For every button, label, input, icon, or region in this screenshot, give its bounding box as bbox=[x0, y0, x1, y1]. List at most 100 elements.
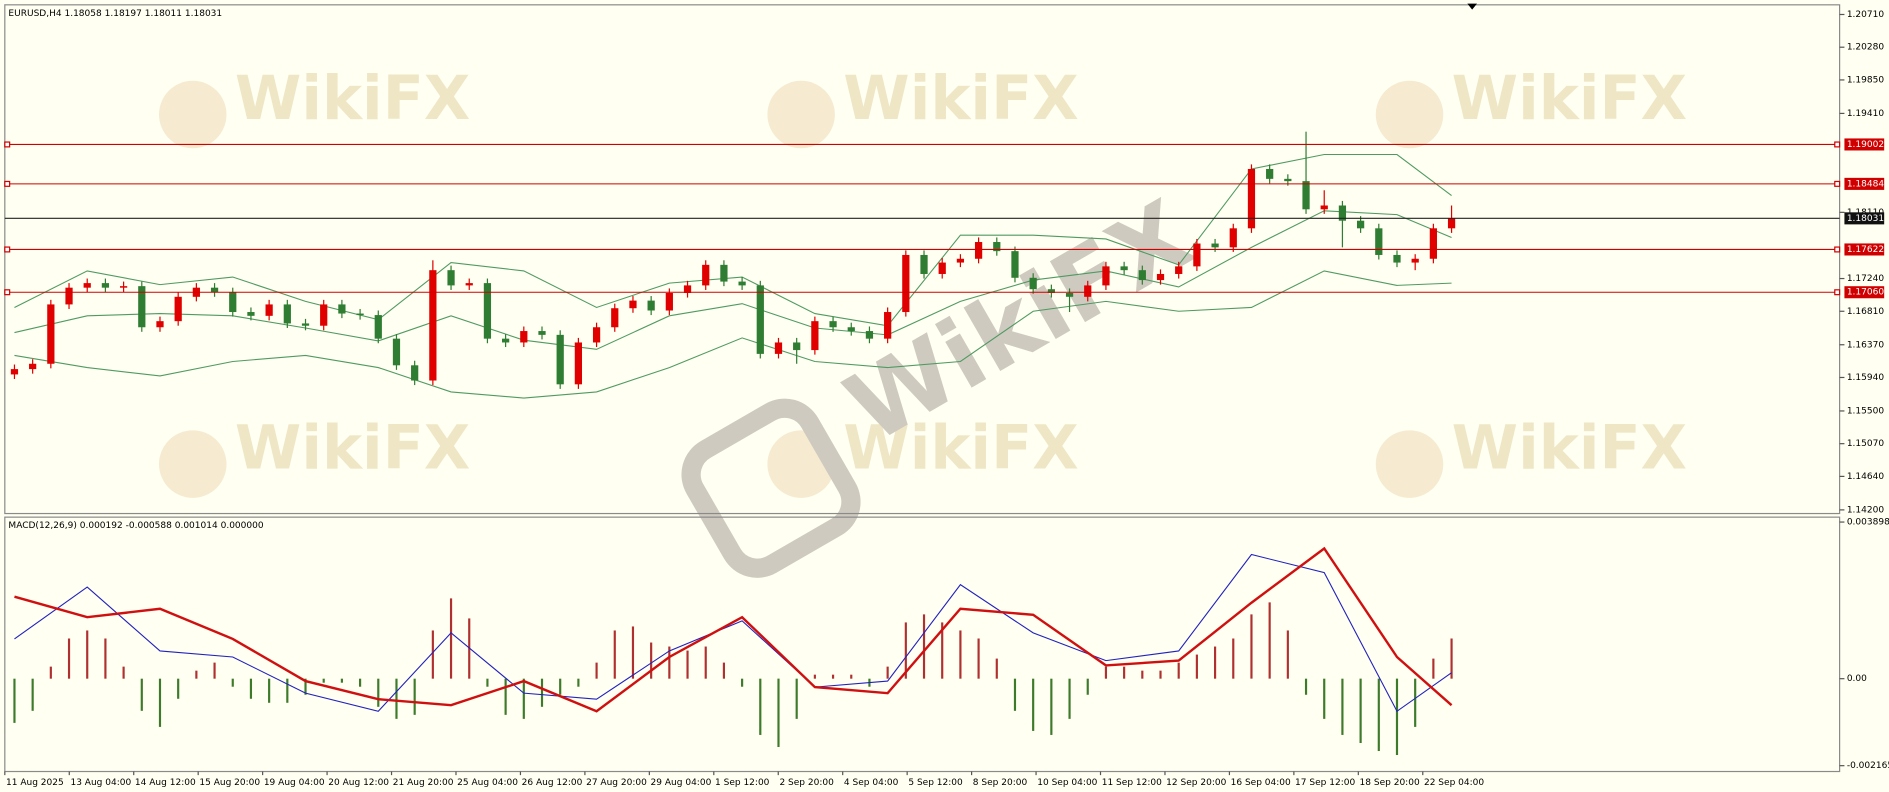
candle-body bbox=[829, 321, 837, 328]
x-tick-label: 11 Aug 2025 bbox=[6, 778, 64, 788]
candle-body bbox=[1247, 168, 1256, 229]
candle-body bbox=[465, 283, 473, 286]
x-tick-label: 19 Aug 04:00 bbox=[264, 778, 325, 788]
x-tick-label: 8 Sep 20:00 bbox=[973, 778, 1028, 788]
candle-body bbox=[1120, 266, 1128, 271]
candle-body bbox=[1084, 285, 1092, 297]
x-tick-label: 5 Sep 12:00 bbox=[908, 778, 963, 788]
candle-body bbox=[629, 300, 637, 309]
level-handle bbox=[1834, 289, 1841, 296]
y-tick-label: 1.15070 bbox=[1847, 439, 1885, 449]
candle-body bbox=[1429, 228, 1437, 259]
candle-body bbox=[556, 334, 564, 385]
x-tick-label: 21 Aug 20:00 bbox=[393, 778, 454, 788]
candle-body bbox=[647, 300, 655, 311]
macd-layer bbox=[13, 546, 1453, 756]
x-tick-label: 22 Sep 04:00 bbox=[1424, 778, 1484, 788]
candle-body bbox=[10, 369, 19, 375]
shift-marker bbox=[1467, 3, 1477, 10]
candle-body bbox=[665, 293, 673, 311]
candle-body bbox=[974, 242, 983, 259]
x-tick-label: 10 Sep 04:00 bbox=[1037, 778, 1097, 788]
level-label-box bbox=[1844, 286, 1885, 299]
candle-body bbox=[83, 283, 91, 288]
candle-body bbox=[101, 283, 110, 288]
level-handle bbox=[4, 141, 11, 148]
level-label-box bbox=[1844, 177, 1885, 190]
level-handle bbox=[4, 246, 11, 253]
level-label: 1.18484 bbox=[1847, 179, 1885, 189]
level-label: 1.19002 bbox=[1847, 140, 1884, 150]
watermark: WikiFX bbox=[1452, 414, 1687, 484]
candle-body bbox=[283, 304, 291, 324]
candle-body bbox=[156, 321, 164, 328]
candle-body bbox=[811, 321, 819, 351]
candle-body bbox=[993, 242, 1001, 252]
bollinger-middle bbox=[14, 210, 1452, 350]
current-price-box bbox=[1844, 212, 1885, 225]
level-label-box bbox=[1844, 138, 1885, 151]
candle-body bbox=[1029, 277, 1037, 290]
candle-body bbox=[374, 315, 382, 339]
candle-body bbox=[338, 304, 346, 314]
macd-line bbox=[14, 553, 1452, 713]
candle-body bbox=[1393, 254, 1401, 263]
y-tick-label: 1.16370 bbox=[1847, 340, 1885, 350]
current-price-label: 1.18031 bbox=[1847, 214, 1884, 224]
candle-body bbox=[1284, 178, 1292, 182]
watermark: WikiFX bbox=[843, 64, 1078, 134]
candle-body bbox=[1156, 273, 1165, 281]
y-tick-label: 1.20280 bbox=[1847, 43, 1885, 53]
x-tick-label: 17 Sep 12:00 bbox=[1295, 778, 1355, 788]
candle-body bbox=[29, 363, 37, 370]
candle-body bbox=[247, 312, 255, 316]
candle-body bbox=[720, 264, 728, 282]
candle-body bbox=[320, 304, 328, 326]
candle-body bbox=[793, 342, 801, 351]
candle-body bbox=[592, 327, 601, 343]
y-tick-label: 0.003898 bbox=[1847, 518, 1889, 528]
candle-body bbox=[938, 262, 946, 274]
candle-body bbox=[1011, 251, 1019, 278]
chart-title: EURUSD,H4 1.18058 1.18197 1.18011 1.1803… bbox=[8, 9, 222, 19]
candle-body bbox=[447, 270, 455, 286]
candle-body bbox=[502, 338, 510, 343]
level-handle bbox=[4, 289, 11, 296]
x-tick-label: 15 Aug 20:00 bbox=[199, 778, 260, 788]
candle-body bbox=[1356, 220, 1365, 229]
level-handle bbox=[4, 180, 11, 187]
candle-body bbox=[1047, 289, 1055, 294]
candle-body bbox=[356, 313, 364, 316]
candle-body bbox=[1211, 243, 1219, 248]
candle-body bbox=[1320, 205, 1328, 210]
candle-body bbox=[1138, 270, 1146, 281]
y-tick-label: 1.17240 bbox=[1847, 274, 1885, 284]
candle-body bbox=[210, 287, 219, 293]
candle-body bbox=[1229, 228, 1237, 248]
candle-body bbox=[483, 283, 492, 339]
candle-body bbox=[956, 258, 965, 263]
axis-layer: 1.207101.202801.198501.194101.181101.172… bbox=[4, 10, 1889, 788]
y-tick-label: -0.002165 bbox=[1847, 761, 1889, 771]
candle-body bbox=[1266, 168, 1274, 179]
y-tick-label: 1.20710 bbox=[1847, 10, 1885, 20]
watermark: WikiFX bbox=[235, 64, 470, 134]
macd-pane bbox=[4, 516, 1841, 773]
level-label-box bbox=[1844, 243, 1885, 256]
candle-body bbox=[1175, 266, 1183, 274]
level-handle bbox=[1834, 141, 1841, 148]
watermark-logo bbox=[1375, 80, 1444, 149]
candle-body bbox=[1065, 293, 1074, 297]
candle-body bbox=[884, 312, 892, 339]
watermark: WikiFX bbox=[843, 414, 1078, 484]
candle-body bbox=[1193, 243, 1201, 267]
candle-body bbox=[611, 308, 619, 328]
x-tick-label: 4 Sep 04:00 bbox=[844, 778, 899, 788]
watermark-logo bbox=[1375, 430, 1444, 498]
candle-body bbox=[1411, 258, 1419, 263]
x-tick-label: 25 Aug 04:00 bbox=[457, 778, 518, 788]
watermark-big-logo bbox=[681, 398, 861, 578]
x-tick-label: 16 Sep 04:00 bbox=[1231, 778, 1291, 788]
x-tick-label: 20 Aug 12:00 bbox=[328, 778, 389, 788]
